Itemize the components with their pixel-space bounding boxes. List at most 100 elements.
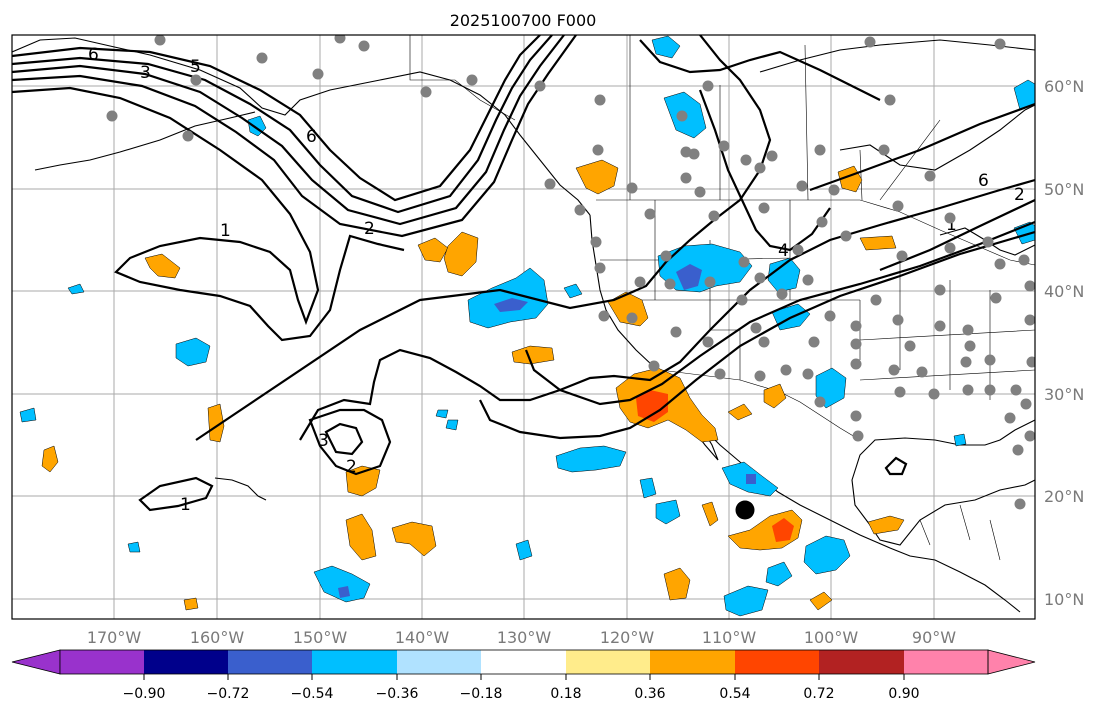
fill-negative [515,539,533,561]
map-area: 6 3 5 6 1 2 6 2 4 1 3 2 1 [12,35,1035,619]
contour-label: 1 [946,215,957,235]
station-dot [598,310,610,322]
fill-strong-negative [676,264,702,290]
station-dot [714,368,726,380]
colorbar-segment [650,650,735,674]
fill-negative [175,337,211,367]
contour-label: 6 [978,171,989,191]
contour-line [324,422,364,456]
fill-positive [443,231,479,277]
fill-strong-positive [772,518,794,542]
colorbar-tick-label: −0.54 [291,686,334,702]
station-dot [984,384,996,396]
station-dot [1024,280,1035,292]
station-dot [704,276,716,288]
contour-label: 3 [140,63,151,83]
lat-tick-label: 30°N [1044,385,1084,404]
contour-label: 3 [318,431,329,451]
station-dot [1020,398,1032,410]
contour-label: 2 [1014,185,1025,205]
station-dot [106,110,118,122]
station-dot [892,200,904,212]
station-dot [754,370,766,382]
station-dot [334,35,346,44]
station-dot [754,272,766,284]
colorbar-segment [60,650,144,674]
colorbar-extend-left [11,649,61,675]
station-dot [990,292,1002,304]
colorbar-tick-label: −0.72 [207,686,250,702]
colorbar-tick-label: 0.90 [888,686,919,702]
station-dot [758,202,770,214]
fill-negative [313,565,371,603]
station-dot [676,110,688,122]
contour-label: 6 [306,127,317,147]
station-dot [944,242,956,254]
station-dot [870,294,882,306]
station-dot [982,236,994,248]
station-dot [688,148,700,160]
station-dot [594,262,606,274]
fill-negative [445,419,459,431]
station-dot [754,162,766,174]
fill-positive [575,159,619,195]
station-dot [256,52,268,64]
fill-negative-large [467,267,549,329]
station-dot [814,396,826,408]
colorbar-tick-label: 0.36 [634,686,665,702]
fill-negative [953,433,967,447]
station-dot [358,40,370,52]
station-dot [644,208,656,220]
fill-negative [19,407,37,423]
station-dot [592,144,604,156]
fill-positive [417,237,449,263]
contour-line [524,220,1035,406]
fill-positive [207,403,225,443]
colorbar-tick-label: 0.72 [803,686,834,702]
fill-positive [345,513,377,561]
fill-positive [41,445,59,473]
colorbar-tick-label: −0.18 [460,686,503,702]
map-frame [11,34,1036,620]
colorbar-segment [144,650,228,674]
contour-label: 4 [778,241,789,261]
coastline-west-coast [589,214,1021,613]
station-dot [962,324,974,336]
fill-positive [663,567,691,601]
station-dot [660,250,672,262]
lon-tick-label: 160°W [190,628,245,647]
fill-negative [639,477,657,499]
fill-negative [655,499,681,525]
contour-line [12,86,405,342]
station-dot [750,322,762,334]
station-dot [964,340,976,352]
station-dot [534,80,546,92]
fill-strong-negative [494,298,528,312]
station-dot [888,364,900,376]
station-dot [590,236,602,248]
station-dot [574,204,586,216]
contour-label: 2 [364,219,375,239]
fill-positive [727,403,753,421]
station-dot [924,170,936,182]
fill-negative [767,257,801,293]
station-dot [740,154,752,166]
coastline-gulf [851,419,1035,546]
station-dot [1024,430,1035,442]
lat-tick-label: 60°N [1044,77,1084,96]
station-dot [758,336,770,348]
station-dot [994,38,1006,50]
station-dot [904,340,916,352]
colorbar-tick-label: −0.90 [123,686,166,702]
colorbar-segment [228,650,312,674]
contour-line [12,35,565,226]
contour-label: 1 [180,495,191,515]
station-dot [994,258,1006,270]
lat-tick-label: 20°N [1044,487,1084,506]
lon-tick-label: 170°W [87,628,142,647]
anomaly-fills [19,35,1035,617]
contour-label: 6 [88,45,99,65]
station-dot [776,288,788,300]
lon-tick-label: 110°W [702,628,757,647]
